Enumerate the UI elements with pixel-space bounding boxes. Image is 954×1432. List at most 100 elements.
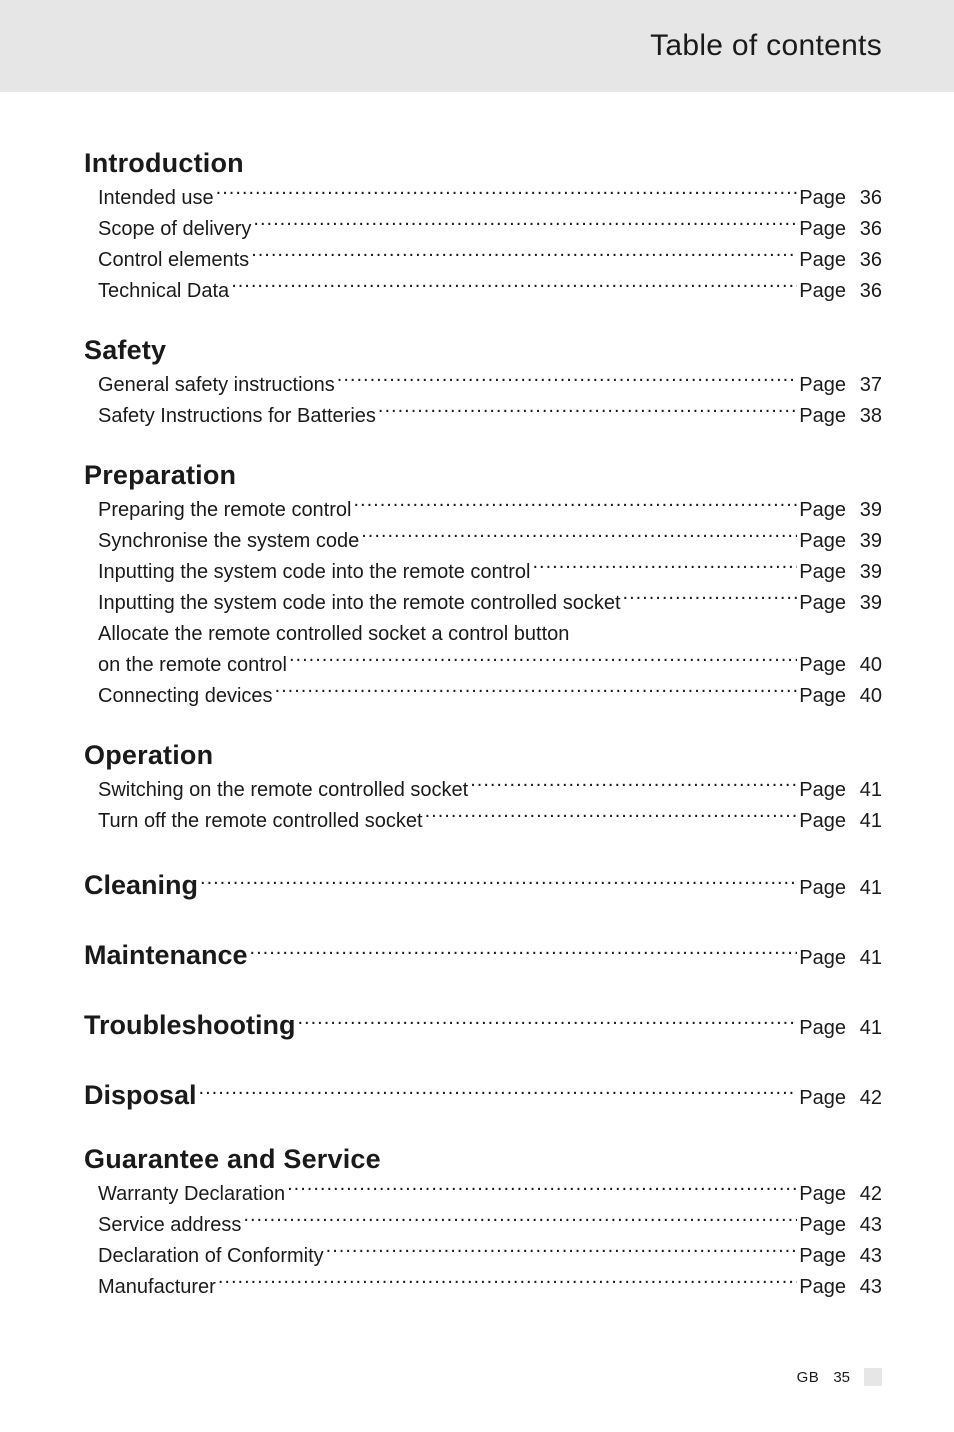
toc-line: Safety Instructions for Batteries Page 38 xyxy=(84,401,882,432)
toc-item-label: Inputting the system code into the remot… xyxy=(98,588,621,619)
toc-leader-dots xyxy=(337,371,798,391)
toc-line: Intended usePage36 xyxy=(84,183,882,214)
toc-line: Maintenance Page41 xyxy=(84,935,882,977)
toc-page-word: Page xyxy=(799,405,846,427)
toc-page-number: 36 xyxy=(854,245,882,276)
toc-line: Connecting devices Page 40 xyxy=(84,681,882,712)
toc-page-ref: Page41 xyxy=(799,1013,882,1044)
toc-page-number: 39 xyxy=(854,495,882,526)
toc-section: Cleaning Page 41 xyxy=(84,865,882,907)
toc-page-number: 38 xyxy=(854,401,882,432)
toc-line: on the remote controlPage40 xyxy=(84,650,882,681)
toc-page-ref: Page43 xyxy=(799,1272,882,1303)
toc-page-word: Page xyxy=(799,374,846,396)
toc-leader-dots xyxy=(287,1180,797,1200)
toc-line: Declaration of ConformityPage43 xyxy=(84,1241,882,1272)
footer-country: GB xyxy=(797,1369,820,1386)
toc-page-word: Page xyxy=(799,218,846,240)
toc-item-label: Service address xyxy=(98,1210,241,1241)
header-bar: Table of contents xyxy=(0,0,954,92)
toc-section: DisposalPage42 xyxy=(84,1075,882,1117)
toc-page-ref: Page41 xyxy=(799,943,882,974)
toc-page-ref: Page 38 xyxy=(799,401,882,432)
toc-heading-inline: Troubleshooting xyxy=(84,1005,295,1047)
toc-line: General safety instructionsPage37 xyxy=(84,370,882,401)
toc-page-number: 39 xyxy=(854,557,882,588)
toc-section-heading: Operation xyxy=(84,740,882,771)
toc-page-number: 42 xyxy=(854,1083,882,1114)
toc-page-number: 36 xyxy=(854,276,882,307)
toc-section: Maintenance Page41 xyxy=(84,935,882,977)
toc-page-number: 43 xyxy=(854,1210,882,1241)
toc-item-label: Inputting the system code into the remot… xyxy=(98,557,530,588)
toc-leader-dots xyxy=(275,682,798,702)
toc-page-word: Page xyxy=(799,685,846,707)
toc-line: Troubleshooting Page41 xyxy=(84,1005,882,1047)
toc-page-ref: Page 37 xyxy=(799,370,882,401)
toc-page-number: 41 xyxy=(854,775,882,806)
toc-item-label: Technical Data xyxy=(98,276,229,307)
toc-page-number: 43 xyxy=(854,1272,882,1303)
toc-item-label: Warranty Declaration xyxy=(98,1179,285,1210)
toc-page-ref: Page 36 xyxy=(799,245,882,276)
toc-page-ref: Page 40 xyxy=(799,681,882,712)
toc-section: Operation Switching on the remote control… xyxy=(84,740,882,837)
toc-line: Cleaning Page 41 xyxy=(84,865,882,907)
toc-section: Introduction Intended usePage36Scope of d… xyxy=(84,148,882,307)
toc-page-word: Page xyxy=(799,1214,846,1236)
toc-page-word: Page xyxy=(799,779,846,801)
toc-page-word: Page xyxy=(799,1087,846,1109)
toc-leader-dots xyxy=(297,1014,797,1034)
toc-section: PreparationPreparing the remote controlP… xyxy=(84,460,882,712)
toc-leader-dots xyxy=(216,184,798,204)
toc-page-ref: Page39 xyxy=(799,588,882,619)
toc-item-label: Switching on the remote controlled socke… xyxy=(98,775,468,806)
toc-page-word: Page xyxy=(799,1245,846,1267)
toc-page-number: 40 xyxy=(854,650,882,681)
toc-page-number: 41 xyxy=(854,806,882,837)
toc-section-heading: Introduction xyxy=(84,148,882,179)
footer-page-number: 35 xyxy=(833,1369,850,1386)
toc-item-label: Safety Instructions for Batteries xyxy=(98,401,376,432)
toc-leader-dots xyxy=(623,589,798,609)
toc-page-number: 37 xyxy=(854,370,882,401)
toc-leader-dots xyxy=(250,944,798,964)
toc-page-ref: Page36 xyxy=(799,276,882,307)
toc-page-ref: Page36 xyxy=(799,214,882,245)
toc-page-word: Page xyxy=(799,249,846,271)
toc-page-word: Page xyxy=(799,810,846,832)
toc-heading-inline: Maintenance xyxy=(84,935,248,977)
toc-section-heading: Guarantee and Service xyxy=(84,1144,882,1175)
toc-leader-dots xyxy=(532,558,797,578)
toc-item-label: Connecting devices xyxy=(98,681,273,712)
toc-section: Troubleshooting Page41 xyxy=(84,1005,882,1047)
toc-leader-dots xyxy=(253,215,797,235)
toc-line: Inputting the system code into the remot… xyxy=(84,588,882,619)
toc-page-number: 40 xyxy=(854,681,882,712)
toc-heading-inline: Cleaning xyxy=(84,865,198,907)
page-footer: GB 35 xyxy=(797,1368,882,1386)
toc-line: Manufacturer Page43 xyxy=(84,1272,882,1303)
toc-page-word: Page xyxy=(799,877,846,899)
toc-page-word: Page xyxy=(799,654,846,676)
toc-section: SafetyGeneral safety instructionsPage37S… xyxy=(84,335,882,432)
toc-page-ref: Page 43 xyxy=(799,1210,882,1241)
toc-item-label: Scope of delivery xyxy=(98,214,251,245)
toc-page-number: 39 xyxy=(854,588,882,619)
toc-page-number: 41 xyxy=(854,1013,882,1044)
footer-square-icon xyxy=(864,1368,882,1386)
toc-content: Introduction Intended usePage36Scope of d… xyxy=(0,92,954,1303)
toc-line: Synchronise the system codePage39 xyxy=(84,526,882,557)
toc-page-number: 39 xyxy=(854,526,882,557)
toc-leader-dots xyxy=(251,246,797,266)
toc-line: Switching on the remote controlled socke… xyxy=(84,775,882,806)
toc-item-label: Declaration of Conformity xyxy=(98,1241,324,1272)
toc-page-number: 41 xyxy=(854,873,882,904)
toc-item-label: Manufacturer xyxy=(98,1272,216,1303)
toc-line: Preparing the remote controlPage39 xyxy=(84,495,882,526)
toc-leader-dots xyxy=(200,874,797,894)
toc-item-label: Allocate the remote controlled socket a … xyxy=(84,619,882,650)
toc-page-word: Page xyxy=(799,947,846,969)
toc-page-ref: Page 41 xyxy=(799,873,882,904)
toc-page-ref: Page39 xyxy=(799,557,882,588)
